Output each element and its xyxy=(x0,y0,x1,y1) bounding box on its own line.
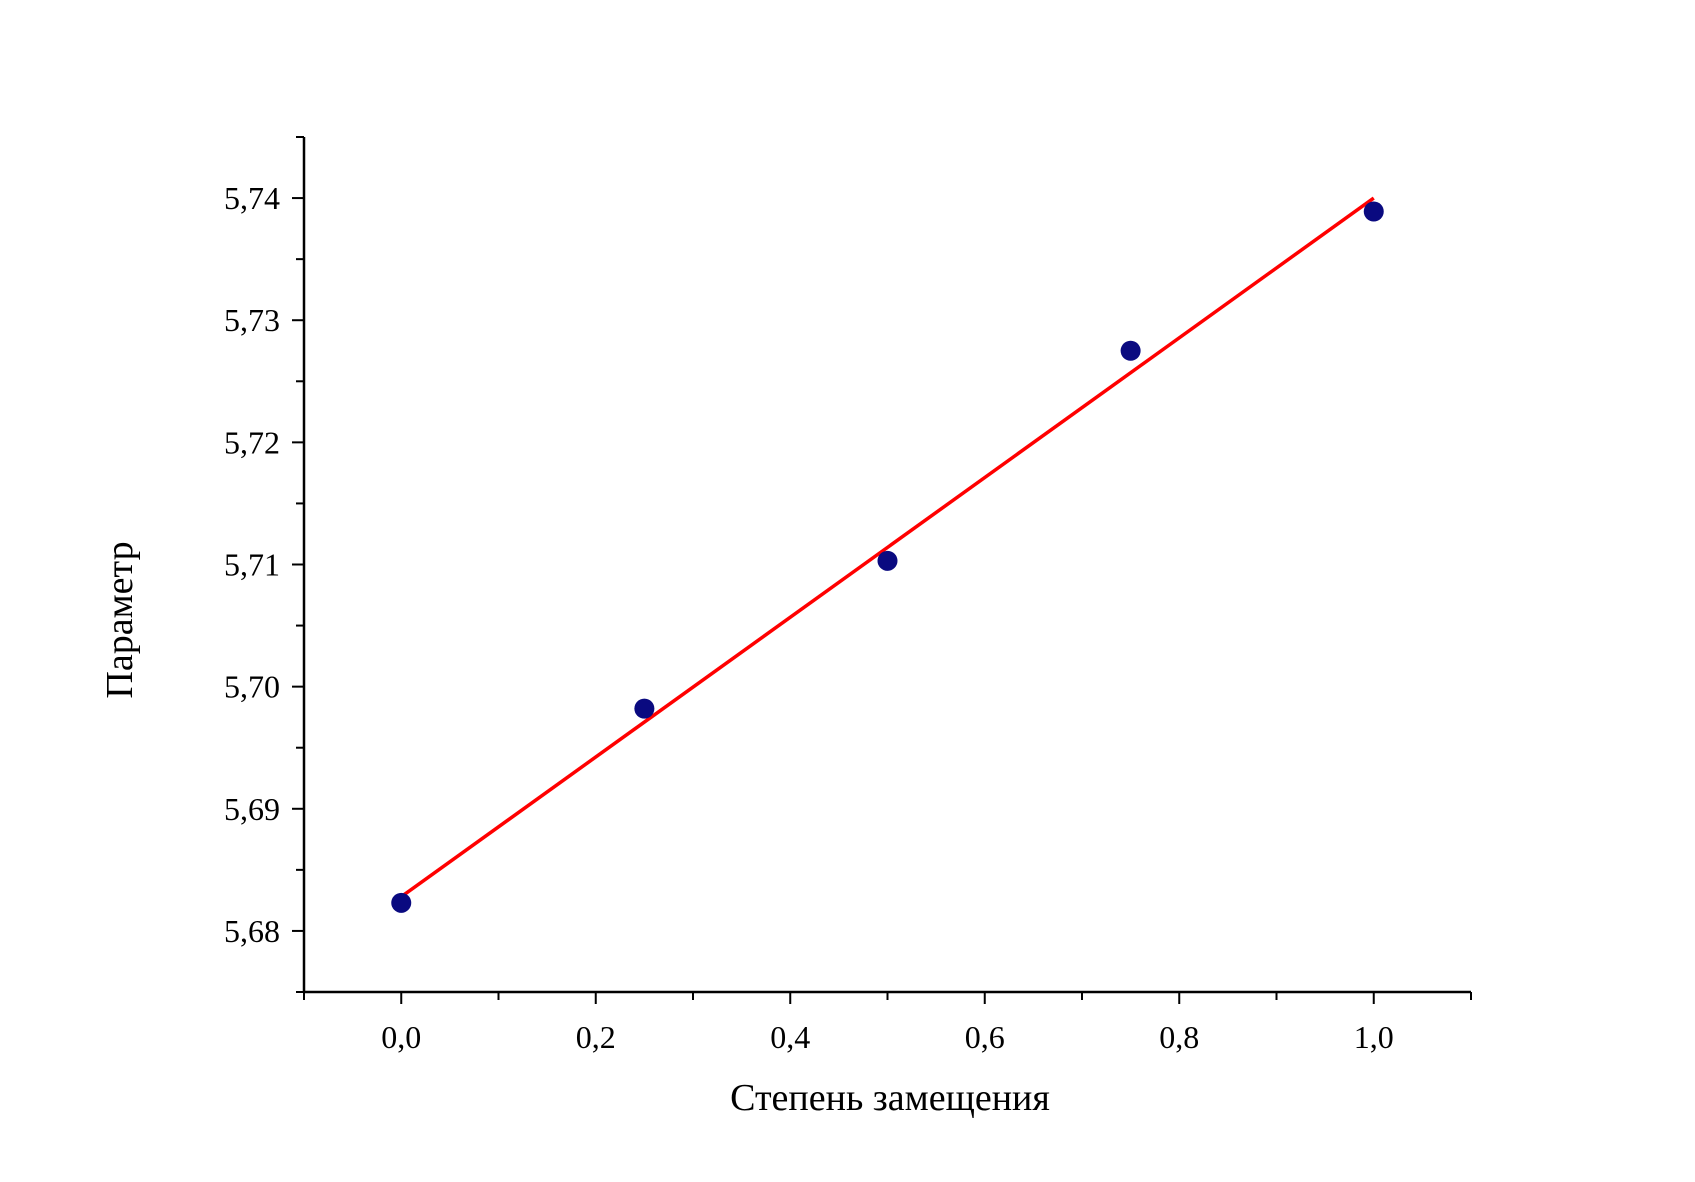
data-points xyxy=(391,201,1384,913)
x-tick-label: 0,0 xyxy=(381,1019,421,1055)
y-tick-label: 5,73 xyxy=(224,302,280,338)
y-axis-title: Параметр xyxy=(99,541,141,698)
x-tick-label: 0,2 xyxy=(576,1019,616,1055)
y-tick-label: 5,68 xyxy=(224,913,280,949)
data-point xyxy=(391,892,412,913)
y-tick-label: 5,69 xyxy=(224,791,280,827)
y-tick-label: 5,72 xyxy=(224,424,280,460)
x-tick-label: 1,0 xyxy=(1354,1019,1394,1055)
data-point xyxy=(634,698,655,719)
fit-line xyxy=(400,196,1375,899)
data-point xyxy=(1120,340,1141,361)
y-tick-label: 5,70 xyxy=(224,669,280,705)
data-point xyxy=(1363,201,1384,222)
x-tick-label: 0,6 xyxy=(965,1019,1005,1055)
y-tick-label: 5,74 xyxy=(224,180,280,216)
x-tick-label: 0,4 xyxy=(770,1019,810,1055)
x-axis-title: Степень замещения xyxy=(730,1077,1050,1119)
tick-labels: 0,0 0,2 0,4 0,6 0,8 1,0 5,68 5,69 5,70 5,71 5,72 5,… xyxy=(224,180,1394,1055)
data-point xyxy=(877,550,898,571)
x-tick-label: 0,8 xyxy=(1159,1019,1199,1055)
y-tick-label: 5,71 xyxy=(224,547,280,583)
ticks xyxy=(292,136,1472,1004)
fit-line-group xyxy=(400,196,1375,899)
